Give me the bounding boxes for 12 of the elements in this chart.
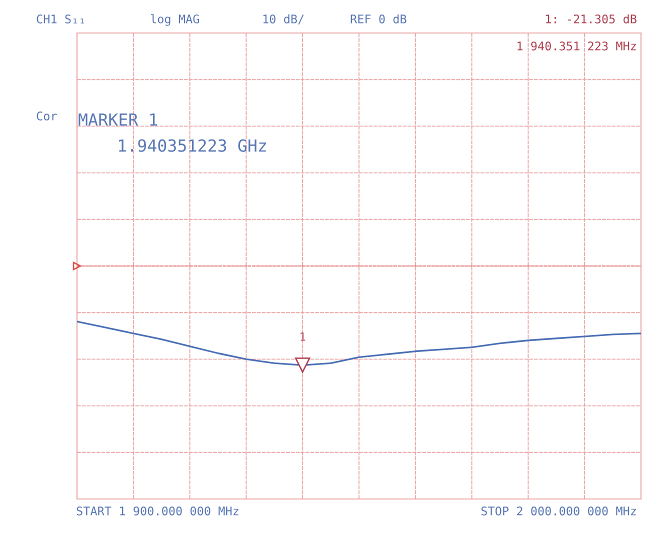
text: REF 0 dB bbox=[350, 14, 406, 24]
text: 1 940.351 223 MHz bbox=[518, 42, 636, 50]
text: 1: -21.305 dB bbox=[546, 14, 636, 24]
text: 1.940351223 GHz bbox=[119, 139, 266, 152]
text: START 1 900.000 000 MHz bbox=[76, 506, 238, 516]
text: MARKER 1 bbox=[78, 113, 158, 126]
text: log MAG bbox=[150, 14, 200, 26]
text: STOP 2 000.000 000 MHz bbox=[481, 506, 636, 516]
text: CH1 S₁₁ bbox=[36, 14, 84, 24]
annotation: 1 bbox=[300, 332, 306, 341]
text: Cor bbox=[36, 112, 57, 120]
text: 10 dB/ bbox=[263, 14, 304, 24]
